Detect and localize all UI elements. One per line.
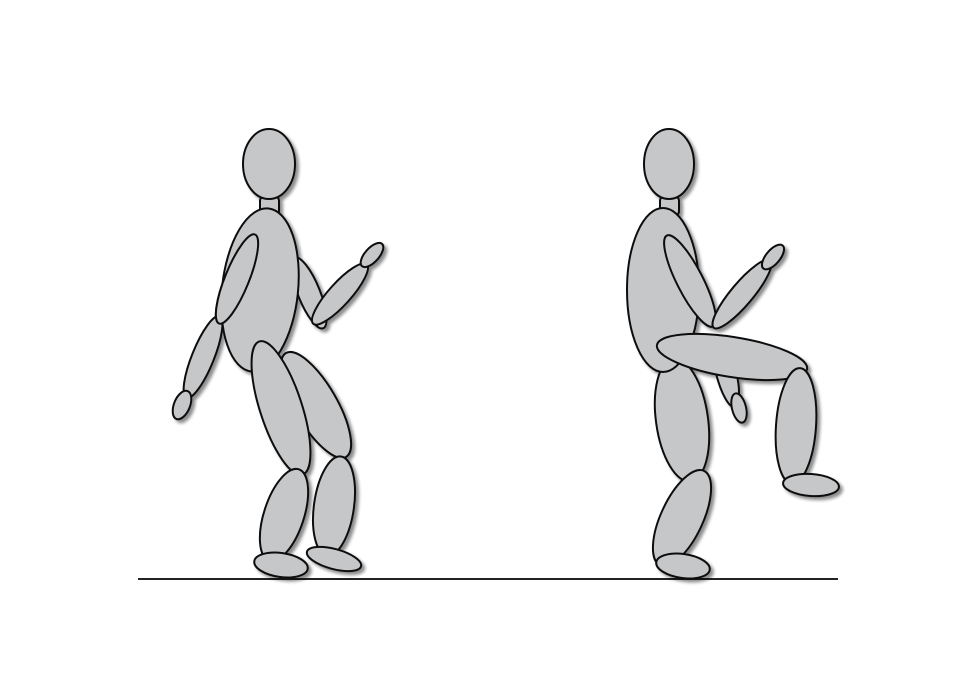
right-figure-raised-thigh <box>655 332 809 382</box>
right-figure-head <box>643 128 695 200</box>
left-figure-head <box>242 128 296 200</box>
right-figure-raised-shin <box>774 367 818 485</box>
left-figure-shoulder <box>214 233 260 325</box>
knee-raise-figure <box>626 128 840 580</box>
left-figure-near-foot <box>253 551 309 579</box>
standing-figure <box>171 128 385 579</box>
right-figure-far-hand <box>730 392 748 424</box>
left-figure-far-foot <box>305 545 363 573</box>
left-figure-front-hand <box>359 241 385 269</box>
right-figure-front-hand <box>760 243 786 271</box>
right-figure-standing-thigh <box>653 357 711 483</box>
right-figure-standing-foot <box>655 552 711 580</box>
left-figure-far-shin <box>312 455 356 557</box>
left-figure-back-hand <box>171 389 193 421</box>
right-figure-raised-foot <box>782 472 840 498</box>
